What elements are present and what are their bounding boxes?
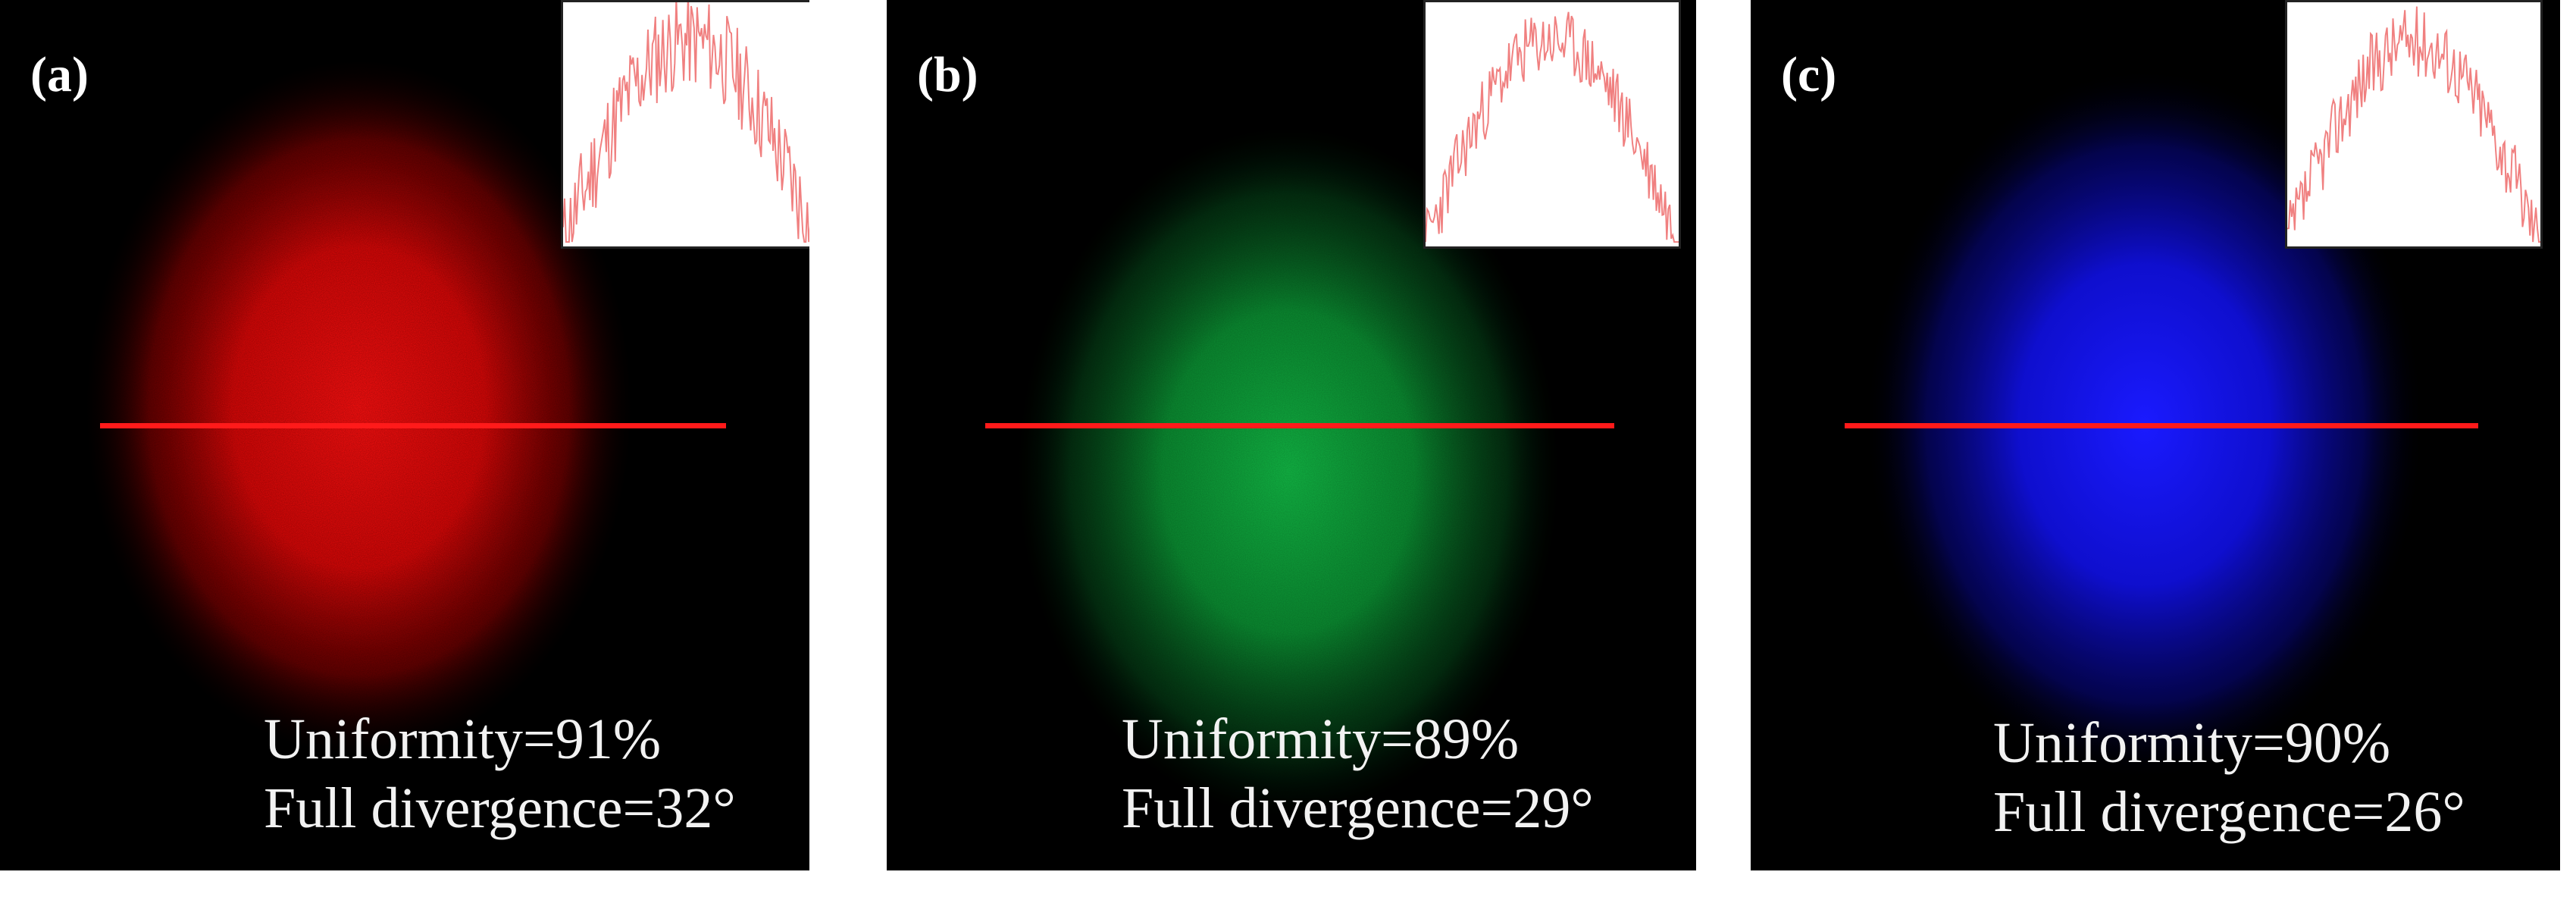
divergence-text: Full divergence=32° (264, 776, 736, 841)
panel-label: (a) (30, 47, 89, 102)
divergence-text: Full divergence=29° (1122, 776, 1594, 841)
panel-label: (c) (1781, 47, 1837, 102)
panel-a: (a) Uniformity=91% Full divergence=32° (0, 0, 809, 870)
profile-line (985, 423, 1614, 428)
intensity-profile-inset (1423, 0, 1681, 249)
panel-b: (b) Uniformity=89% Full divergence=29° (887, 0, 1696, 870)
intensity-profile-inset (2285, 0, 2543, 249)
uniformity-text: Uniformity=90% (1993, 711, 2391, 775)
caption: Uniformity=90% Full divergence=26° (1993, 709, 2465, 847)
uniformity-text: Uniformity=91% (264, 707, 662, 771)
profile-line (100, 423, 726, 428)
divergence-text: Full divergence=26° (1993, 780, 2465, 845)
profile-line (1845, 423, 2478, 428)
caption: Uniformity=91% Full divergence=32° (264, 705, 736, 843)
uniformity-text: Uniformity=89% (1122, 707, 1520, 771)
panel-label: (b) (917, 47, 978, 102)
panel-c: (c) Uniformity=90% Full divergence=26° (1751, 0, 2560, 870)
intensity-profile-inset (561, 0, 809, 249)
caption: Uniformity=89% Full divergence=29° (1122, 705, 1594, 843)
